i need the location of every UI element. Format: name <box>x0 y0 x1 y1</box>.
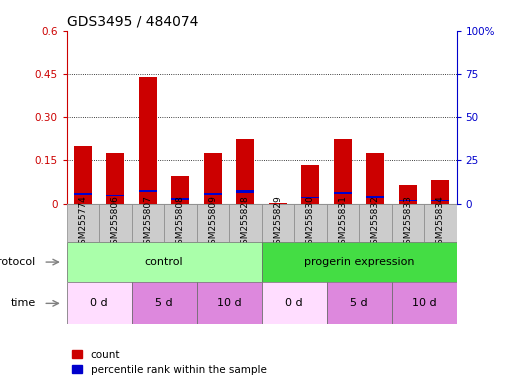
FancyBboxPatch shape <box>424 204 457 242</box>
FancyBboxPatch shape <box>294 204 327 242</box>
Text: GSM255806: GSM255806 <box>111 195 120 250</box>
Bar <box>171 176 189 204</box>
Text: GSM255832: GSM255832 <box>371 195 380 250</box>
Bar <box>431 180 449 204</box>
Text: GDS3495 / 484074: GDS3495 / 484074 <box>67 14 198 28</box>
Text: GSM255830: GSM255830 <box>306 195 315 250</box>
FancyBboxPatch shape <box>262 242 457 282</box>
Bar <box>302 197 319 199</box>
Bar <box>302 165 319 204</box>
FancyBboxPatch shape <box>327 204 359 242</box>
Bar <box>399 185 417 204</box>
Text: GSM255809: GSM255809 <box>208 195 218 250</box>
Text: 0 d: 0 d <box>285 298 303 308</box>
Bar <box>366 196 384 198</box>
Text: 10 d: 10 d <box>217 298 242 308</box>
Text: progerin expression: progerin expression <box>304 257 415 267</box>
Text: 5 d: 5 d <box>350 298 368 308</box>
Bar <box>74 146 92 204</box>
FancyBboxPatch shape <box>164 204 196 242</box>
Bar <box>431 200 449 201</box>
Text: GSM255808: GSM255808 <box>176 195 185 250</box>
Bar <box>74 193 92 195</box>
FancyBboxPatch shape <box>391 282 457 324</box>
Text: 10 d: 10 d <box>412 298 437 308</box>
Bar <box>139 77 157 204</box>
Legend: count, percentile rank within the sample: count, percentile rank within the sample <box>72 350 267 375</box>
FancyBboxPatch shape <box>67 282 132 324</box>
Bar <box>366 153 384 204</box>
Text: protocol: protocol <box>0 257 35 267</box>
FancyBboxPatch shape <box>196 282 262 324</box>
Text: GSM255774: GSM255774 <box>78 195 87 250</box>
FancyBboxPatch shape <box>67 204 99 242</box>
Text: GSM255829: GSM255829 <box>273 195 282 250</box>
Bar <box>334 139 352 204</box>
FancyBboxPatch shape <box>132 282 196 324</box>
Bar <box>236 139 254 204</box>
Text: GSM255828: GSM255828 <box>241 195 250 250</box>
FancyBboxPatch shape <box>359 204 391 242</box>
Bar <box>139 190 157 192</box>
Text: time: time <box>10 298 35 308</box>
FancyBboxPatch shape <box>196 204 229 242</box>
FancyBboxPatch shape <box>327 282 391 324</box>
FancyBboxPatch shape <box>67 242 262 282</box>
FancyBboxPatch shape <box>99 204 132 242</box>
FancyBboxPatch shape <box>262 282 327 324</box>
Bar <box>236 190 254 193</box>
FancyBboxPatch shape <box>132 204 164 242</box>
Bar <box>399 200 417 201</box>
Text: 0 d: 0 d <box>90 298 108 308</box>
FancyBboxPatch shape <box>391 204 424 242</box>
Bar <box>107 153 124 204</box>
Bar <box>107 195 124 196</box>
Text: GSM255807: GSM255807 <box>144 195 152 250</box>
Text: GSM255834: GSM255834 <box>436 195 445 250</box>
Text: GSM255833: GSM255833 <box>403 195 412 250</box>
Bar <box>204 153 222 204</box>
Bar <box>171 199 189 200</box>
FancyBboxPatch shape <box>262 204 294 242</box>
Bar <box>334 192 352 194</box>
Text: GSM255831: GSM255831 <box>339 195 347 250</box>
Bar <box>204 193 222 195</box>
Text: control: control <box>145 257 184 267</box>
FancyBboxPatch shape <box>229 204 262 242</box>
Text: 5 d: 5 d <box>155 298 173 308</box>
